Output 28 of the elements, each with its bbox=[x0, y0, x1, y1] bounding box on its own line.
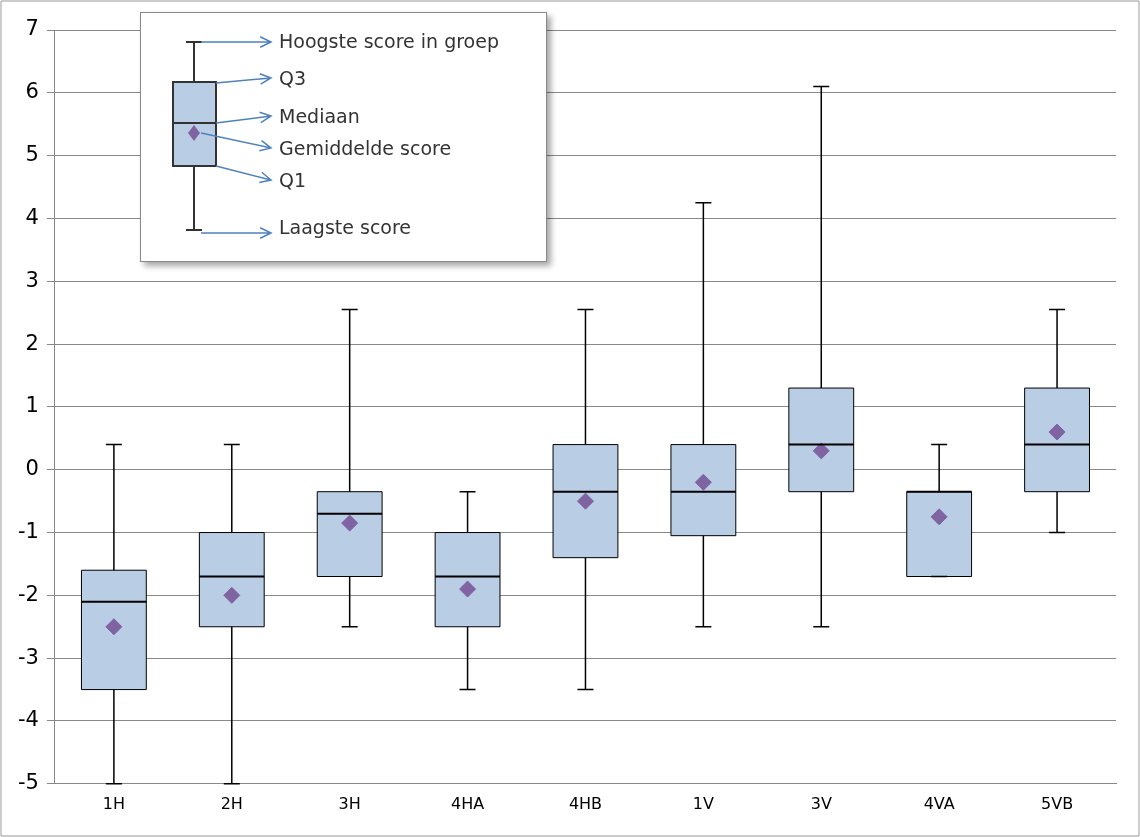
annotation: Q3 bbox=[279, 67, 307, 89]
y-tick-label: 3 bbox=[25, 267, 39, 292]
y-tick-label: 1 bbox=[25, 393, 39, 418]
y-tick-label: 5 bbox=[25, 142, 39, 167]
annotation: Laagste score bbox=[279, 216, 412, 238]
y-tick-label: 6 bbox=[25, 79, 39, 104]
x-tick-label: 1H bbox=[102, 793, 125, 813]
annotation: Gemiddelde score bbox=[279, 137, 452, 159]
x-tick-label: 4HA bbox=[451, 793, 485, 813]
x-tick-label: 1V bbox=[692, 793, 714, 813]
y-tick-label: 0 bbox=[25, 456, 39, 481]
y-tick-label: -5 bbox=[17, 770, 39, 795]
x-tick-label: 4VA bbox=[923, 793, 955, 813]
y-tick-label: -3 bbox=[17, 644, 39, 669]
x-tick-label: 4HB bbox=[568, 793, 603, 813]
annotation: Q1 bbox=[279, 169, 307, 191]
x-tick-label: 3H bbox=[338, 793, 361, 813]
y-tick-label: 7 bbox=[25, 16, 39, 41]
y-tick-label: 2 bbox=[25, 330, 39, 355]
y-tick-label: 4 bbox=[25, 204, 39, 229]
y-tick-label: -1 bbox=[17, 518, 39, 543]
x-tick-label: 3V bbox=[810, 793, 832, 813]
annotation: Hoogste score in groep bbox=[279, 30, 499, 52]
y-tick-label: -4 bbox=[17, 707, 39, 732]
x-tick-label: 5VB bbox=[1041, 793, 1074, 813]
x-tick-label: 2H bbox=[220, 793, 243, 813]
y-tick-label: -2 bbox=[17, 581, 39, 606]
annotation: Mediaan bbox=[279, 105, 360, 127]
